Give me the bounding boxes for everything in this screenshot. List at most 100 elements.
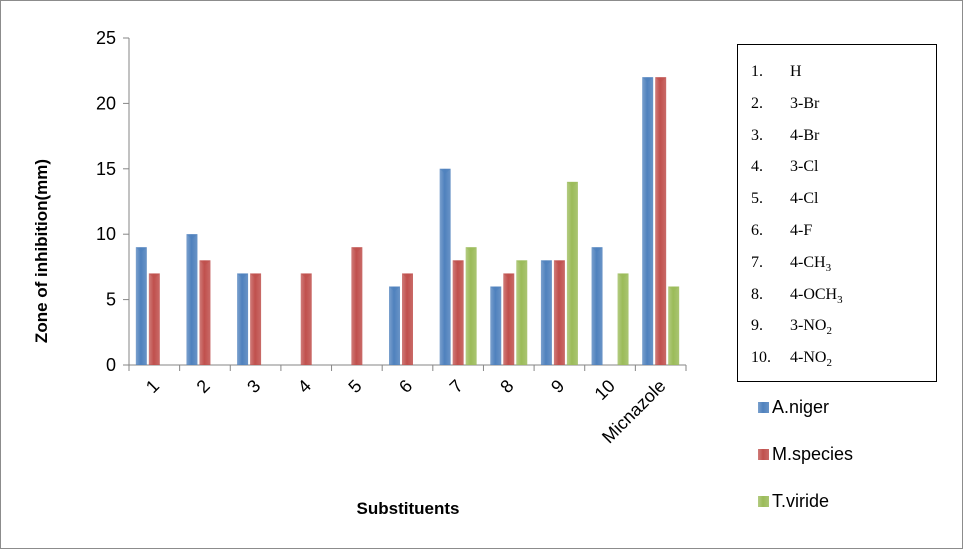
substituent-number: 7.	[751, 253, 763, 271]
y-tick-label: 0	[106, 355, 116, 375]
x-tick-label: 2	[193, 376, 214, 397]
bar-cap	[668, 286, 680, 292]
bar-t-viride-7	[465, 247, 477, 365]
bar-m-species-3	[250, 273, 262, 365]
bar-cap	[465, 247, 477, 253]
bar-t-viride-9	[566, 181, 578, 365]
legend-swatch	[758, 449, 769, 460]
bar-cap	[439, 168, 451, 174]
substituent-key-row: 2. 3-Br	[738, 88, 936, 120]
x-tick-label: 8	[496, 376, 517, 397]
substituent-key-row: 7. 4-CH3	[738, 247, 936, 279]
bar-cap	[655, 77, 667, 83]
x-tick-label: 4	[294, 376, 315, 397]
bar-cap	[540, 260, 552, 266]
x-tick-label: 7	[446, 376, 467, 397]
legend-swatch	[758, 402, 769, 413]
x-tick-label: 9	[547, 376, 568, 397]
bar-cap	[490, 286, 502, 292]
x-tick-label: 10	[591, 376, 619, 404]
substituent-key-row: 10. 4-NO2	[738, 342, 936, 374]
substituent-number: 2.	[751, 94, 763, 112]
x-tick-label: 6	[395, 376, 416, 397]
substituent-number: 10.	[751, 349, 771, 367]
substituent-key-row: 8. 4-OCH3	[738, 279, 936, 311]
bar-cap	[389, 286, 400, 292]
bar-a-niger-micnazole	[642, 77, 654, 366]
x-axis	[128, 364, 687, 371]
substituent-key-row: 1. H	[738, 56, 936, 88]
substituent-subscript: 2	[826, 325, 832, 338]
bar-m-species-8	[503, 273, 515, 365]
bar-m-species-4	[300, 273, 312, 365]
substituent-key-row: 9. 3-NO2	[738, 310, 936, 342]
y-tick-label: 25	[96, 28, 116, 48]
bar-cap	[566, 181, 578, 187]
substituent-number: 4.	[751, 158, 763, 176]
bar-m-species-6	[402, 273, 413, 365]
y-tick-label: 20	[96, 93, 116, 113]
substituent-name: 4-F	[790, 221, 813, 239]
bar-t-viride-10	[617, 273, 629, 365]
legend-label: A.niger	[772, 397, 829, 417]
bar-a-niger-10	[591, 247, 603, 365]
bar-m-species-7	[452, 260, 464, 365]
substituent-key-row: 3. 4-Br	[738, 120, 936, 152]
y-axis: 0 5 10 15 20 25	[96, 28, 130, 375]
y-tick-label: 5	[106, 290, 116, 310]
bar-cap	[135, 247, 147, 253]
x-tick-label: 5	[344, 376, 365, 397]
substituent-name: 4-CH3	[790, 253, 832, 274]
substituent-key-row: 5. 4-Cl	[738, 183, 936, 215]
bar-m-species-micnazole	[655, 77, 667, 366]
bar-a-niger-2	[186, 234, 198, 365]
substituent-number: 9.	[751, 317, 763, 335]
substituent-key-box: 1. H 2. 3-Br 3. 4-Br 4. 3-Cl 5. 4-Cl 6. 4-F 7. 4-CH3 8…	[737, 44, 937, 382]
bar-cap	[351, 247, 363, 253]
bar-m-species-9	[553, 260, 565, 365]
bar-a-niger-9	[540, 260, 552, 365]
bar-a-niger-1	[135, 247, 147, 365]
bar-cap	[300, 273, 312, 279]
bar-cap	[199, 260, 211, 266]
bar-cap	[452, 260, 464, 266]
bar-cap	[503, 273, 515, 279]
substituent-subscript: 3	[837, 293, 843, 306]
substituent-name: 4-Cl	[790, 190, 819, 208]
substituent-number: 3.	[751, 126, 763, 144]
bar-a-niger-6	[389, 286, 400, 365]
substituent-name: 3-Cl	[790, 158, 819, 176]
bar-cap	[516, 260, 528, 266]
y-tick-label: 10	[96, 224, 116, 244]
bar-cap	[148, 273, 160, 279]
bar-cap	[186, 234, 198, 240]
substituent-name: 3-Br	[790, 94, 820, 112]
x-tick-label: 3	[243, 376, 264, 397]
legend-swatch	[758, 496, 769, 507]
bar-cap	[402, 273, 413, 279]
substituent-key-row: 6. 4-F	[738, 215, 936, 247]
substituent-name: 4-NO2	[790, 349, 832, 370]
bar-t-viride-8	[516, 260, 528, 365]
bar-t-viride-micnazole	[668, 286, 680, 365]
bar-m-species-1	[148, 273, 160, 365]
bar-cap	[591, 247, 603, 253]
y-axis-title: Zone of inhibition(mm)	[32, 159, 51, 343]
bars	[135, 77, 680, 366]
x-tick-label: 1	[142, 376, 163, 397]
legend-label: M.species	[772, 444, 853, 464]
x-axis-title: Substituents	[357, 499, 460, 518]
substituent-number: 6.	[751, 221, 763, 239]
bar-m-species-5	[351, 247, 363, 365]
bar-cap	[617, 273, 629, 279]
bar-cap	[642, 77, 654, 83]
substituent-key-row: 4. 3-Cl	[738, 151, 936, 183]
bar-cap	[250, 273, 262, 279]
legend: A.niger M.species T.viride	[758, 397, 853, 511]
bar-cap	[553, 260, 565, 266]
bar-m-species-2	[199, 260, 211, 365]
substituent-subscript: 2	[826, 357, 832, 370]
substituent-number: 1.	[751, 63, 763, 80]
